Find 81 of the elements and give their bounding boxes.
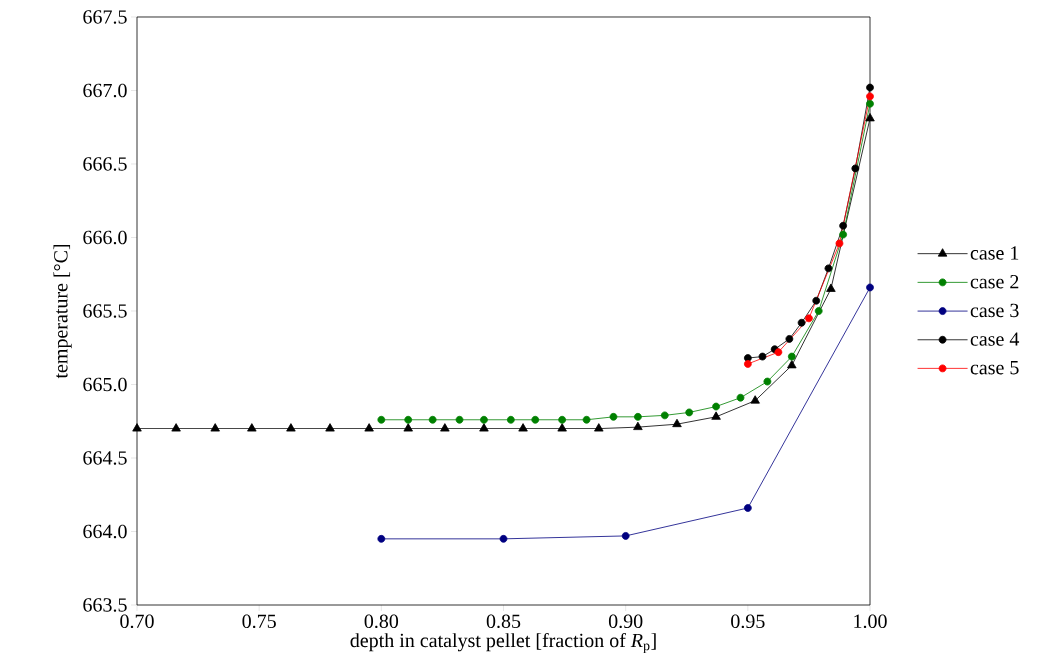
legend-label: case 5	[970, 361, 1019, 375]
point	[672, 418, 682, 428]
y-tick-label: 665.5	[83, 304, 127, 318]
point	[736, 393, 745, 402]
point	[428, 415, 437, 424]
point	[531, 415, 540, 424]
point	[660, 411, 669, 420]
y-tick-label: 666.5	[83, 157, 127, 171]
x-tick-label: 0.90	[608, 614, 643, 629]
point	[518, 423, 528, 432]
point	[210, 423, 220, 432]
point	[774, 348, 783, 357]
point	[865, 113, 875, 122]
point	[787, 360, 797, 369]
point	[851, 164, 860, 173]
legend-label: case 1	[970, 246, 1019, 260]
point	[325, 423, 335, 432]
point	[403, 423, 413, 432]
point	[171, 423, 181, 432]
point	[364, 423, 374, 432]
point	[835, 239, 844, 248]
point	[634, 412, 642, 421]
point	[866, 83, 874, 92]
y-tick-label: 663.5	[83, 598, 127, 612]
legend-label: case 3	[970, 303, 1019, 318]
y-tick-label: 664.0	[83, 524, 127, 539]
point	[839, 230, 848, 239]
point	[440, 423, 450, 432]
point	[621, 532, 630, 540]
legend-label: case 2	[970, 274, 1019, 289]
y-tick-label: 667.0	[83, 83, 127, 98]
point	[814, 307, 823, 315]
point	[805, 314, 813, 323]
point	[377, 534, 386, 543]
point	[763, 377, 772, 386]
point	[750, 395, 760, 404]
y-tick-label: 667.5	[83, 10, 127, 24]
point	[499, 534, 508, 543]
point	[866, 283, 874, 292]
point	[247, 423, 257, 432]
x-tick-label: 0.75	[242, 614, 276, 629]
point	[480, 415, 488, 424]
point	[132, 423, 142, 432]
point	[812, 296, 821, 305]
point	[506, 415, 515, 424]
point	[712, 402, 720, 411]
y-tick-label: 666.0	[83, 230, 127, 245]
point	[797, 318, 806, 327]
point	[743, 504, 752, 512]
point	[685, 408, 694, 417]
point	[377, 415, 386, 424]
point	[826, 283, 836, 292]
point	[404, 415, 413, 424]
point	[286, 423, 296, 432]
x-tick-label: 0.70	[120, 614, 154, 629]
point	[455, 415, 464, 424]
point	[594, 423, 604, 432]
point	[787, 352, 796, 361]
point	[758, 352, 767, 361]
point	[479, 423, 489, 432]
point	[557, 423, 567, 432]
point	[609, 412, 618, 421]
x-axis-title: depth in catalyst pellet [fraction of R$_{p}$]	[350, 632, 656, 654]
x-tick-label: 0.80	[364, 614, 399, 629]
point	[582, 415, 591, 424]
point	[866, 99, 874, 108]
point	[785, 335, 794, 343]
point	[743, 360, 752, 368]
y-tick-label: 664.5	[83, 451, 127, 465]
point	[824, 264, 833, 273]
x-tick-label: 0.95	[731, 614, 765, 629]
x-tick-label: 0.85	[486, 614, 521, 629]
legend-label: case 4	[970, 332, 1020, 346]
point	[711, 411, 721, 420]
point	[558, 415, 567, 424]
point	[866, 92, 874, 101]
x-tick-label: 1.00	[854, 614, 887, 629]
y-axis-title: temperature [°C]	[53, 244, 72, 379]
point	[839, 221, 848, 230]
y-tick-label: 665.0	[83, 377, 127, 392]
point	[633, 421, 643, 431]
